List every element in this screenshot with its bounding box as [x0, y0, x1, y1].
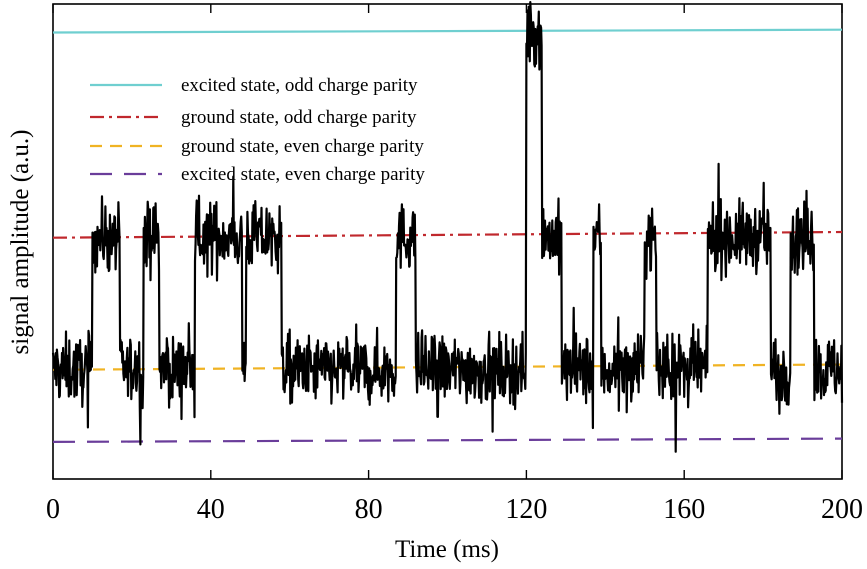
y-axis-label: signal amplitude (a.u.) — [7, 130, 34, 355]
legend-label-1: excited state, odd charge parity — [181, 75, 418, 96]
legend-label-3: ground state, even charge parity — [181, 136, 424, 157]
x-tick-label: 160 — [663, 494, 705, 525]
x-tick-label: 200 — [821, 494, 863, 525]
x-ticks: 0 40 80 120 160 200 — [46, 4, 863, 525]
legend-label-2: ground state, odd charge parity — [181, 107, 417, 128]
legend-label-4: excited state, even charge parity — [181, 164, 425, 185]
reference-line-1 — [52, 28, 843, 34]
signal-trace-group — [51, 0, 844, 453]
legend: excited state, odd charge parity ground s… — [90, 75, 425, 185]
signal-trace — [51, 0, 844, 453]
x-tick-label: 80 — [355, 494, 383, 525]
x-tick-label: 120 — [505, 494, 547, 525]
x-tick-label: 0 — [46, 494, 60, 525]
plot-frame — [52, 3, 843, 480]
x-axis-label: Time (ms) — [395, 536, 499, 563]
x-tick-label: 40 — [197, 494, 225, 525]
reference-line-4 — [52, 437, 843, 443]
